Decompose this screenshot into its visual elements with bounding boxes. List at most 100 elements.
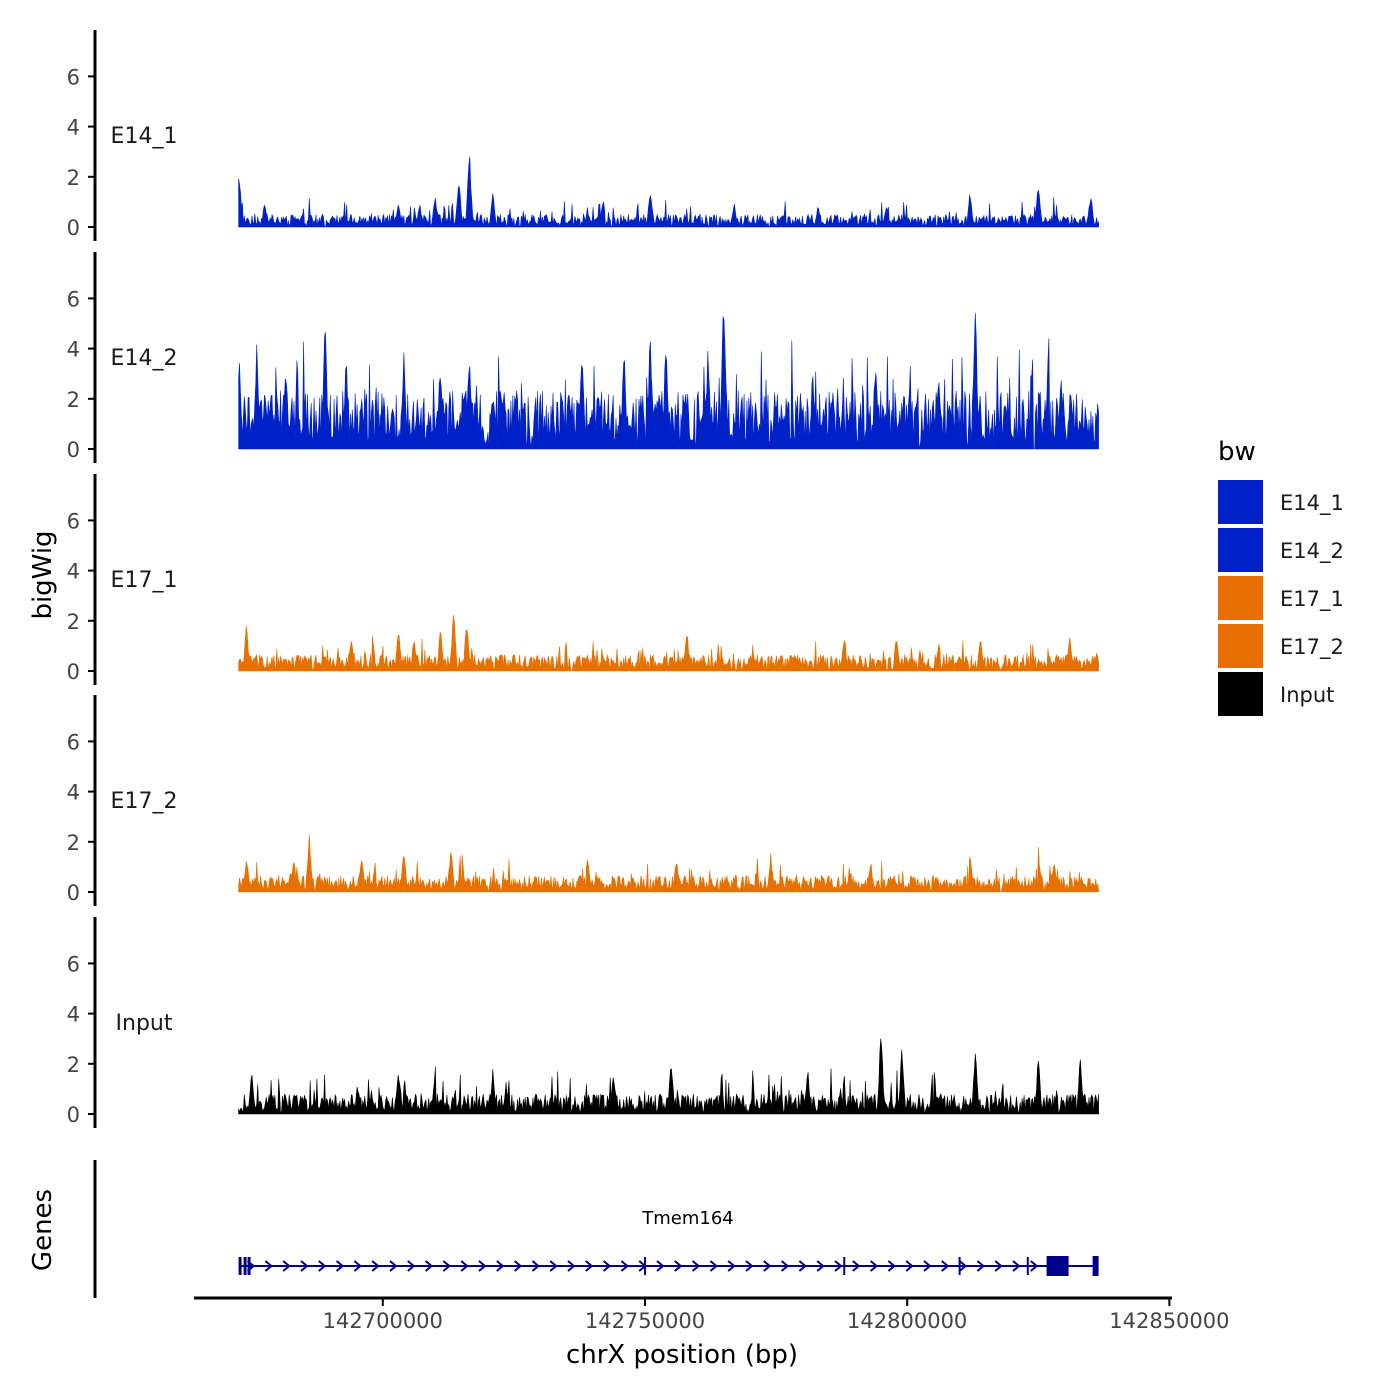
y-tick-label: 4 [67, 116, 80, 140]
legend-label: E17_1 [1280, 587, 1344, 612]
x-tick-label: 142750000 [585, 1309, 705, 1333]
strand-arrow [442, 1260, 451, 1272]
panel-label: E17_2 [111, 789, 178, 814]
strand-arrow [887, 1260, 896, 1272]
y-tick-label: 0 [67, 1103, 80, 1127]
genes-track-title: Genes [28, 1189, 58, 1271]
strand-arrow [264, 1260, 273, 1272]
legend: bw E14_1 E14_2 E17_1 E17_2 Input [1218, 437, 1344, 716]
gene-label: Tmem164 [641, 1208, 734, 1229]
strand-arrow [424, 1260, 434, 1272]
x-axis: 142700000 142750000 142800000 142850000 [194, 1296, 1230, 1333]
x-tick-label: 142800000 [847, 1309, 967, 1333]
panel-E14_1: 0 2 4 6 E14_1 [67, 30, 1099, 241]
strand-arrow [958, 1260, 968, 1272]
gene-exon [1092, 1256, 1099, 1276]
panel-Input: 0 2 4 6 Input [67, 917, 1099, 1128]
gene-exon [1026, 1257, 1029, 1275]
y-tick-label: 6 [67, 730, 80, 754]
legend-swatch-E17_2 [1218, 624, 1263, 668]
x-tick-label: 142850000 [1109, 1309, 1229, 1333]
legend-title: bw [1218, 437, 1256, 467]
legend-label: E17_2 [1280, 635, 1344, 660]
legend-swatch-Input [1218, 672, 1263, 716]
y-tick-label: 2 [67, 831, 80, 855]
y-tick-label: 6 [67, 287, 80, 311]
strand-arrow [745, 1260, 754, 1272]
strand-arrow [656, 1260, 665, 1272]
strand-arrow [513, 1260, 523, 1272]
gene-exon-utr [1046, 1256, 1069, 1276]
strand-arrow [300, 1260, 309, 1272]
panel-label: E17_1 [111, 568, 178, 593]
strand-arrow [1012, 1260, 1021, 1272]
legend-label: Input [1280, 683, 1334, 707]
y-tick-label: 0 [67, 216, 80, 240]
gene-exon [958, 1257, 961, 1275]
legend-swatch-E17_1 [1218, 576, 1263, 620]
coverage-area-E14_1 [238, 156, 1099, 229]
gene-exon [843, 1257, 846, 1275]
strand-arrow [834, 1260, 843, 1272]
strand-arrow [389, 1260, 398, 1272]
strand-arrow [460, 1260, 469, 1272]
strand-arrow [478, 1260, 487, 1272]
panel-E17_1: 0 2 4 6 E17_1 [67, 474, 1099, 685]
gene-exon [238, 1257, 242, 1275]
strand-arrow [602, 1260, 612, 1272]
strand-arrow [335, 1260, 345, 1272]
y-tick-label: 4 [67, 1003, 80, 1027]
x-tick-label: 142700000 [323, 1309, 443, 1333]
coverage-area-E17_2 [238, 834, 1099, 893]
y-tick-label: 4 [67, 560, 80, 584]
panel-E14_2: 0 2 4 6 E14_2 [67, 252, 1099, 463]
y-tick-label: 0 [67, 438, 80, 462]
strand-arrow [371, 1260, 380, 1272]
strand-arrow [852, 1260, 861, 1272]
strand-arrow [923, 1260, 932, 1272]
strand-arrow [620, 1260, 629, 1272]
strand-arrow [1030, 1260, 1039, 1272]
strand-arrow [567, 1260, 576, 1272]
legend-swatch-E14_2 [1218, 528, 1263, 572]
y-tick-label: 0 [67, 660, 80, 684]
strand-arrow [353, 1260, 362, 1272]
y-tick-label: 2 [67, 1053, 80, 1077]
legend-label: E14_2 [1280, 539, 1344, 564]
strand-arrow [407, 1260, 416, 1272]
strand-arrow [549, 1260, 558, 1272]
strand-arrow [585, 1260, 594, 1272]
y-tick-label: 6 [67, 509, 80, 533]
strand-arrow [674, 1260, 683, 1272]
track-panels: 0 2 4 6 E14_1 0 2 4 6 E14_2 0 2 4 6 E17_1 0 2 4 6 E17_2 0 2 4 6… [67, 30, 1099, 1128]
strand-arrow [318, 1260, 327, 1272]
strand-arrow [763, 1260, 772, 1272]
coverage-area-E17_1 [238, 615, 1099, 673]
y-tick-label: 2 [67, 610, 80, 634]
strand-arrow [709, 1260, 718, 1272]
coverage-area-E14_2 [238, 312, 1099, 450]
strand-arrow [496, 1260, 505, 1272]
y-tick-label: 6 [67, 952, 80, 976]
y-tick-label: 6 [67, 65, 80, 89]
strand-arrow [869, 1260, 879, 1272]
y-tick-label: 4 [67, 338, 80, 362]
x-axis-title: chrX position (bp) [566, 1340, 798, 1370]
strand-arrow [531, 1260, 540, 1272]
genes-track: Tmem164 [93, 1160, 1099, 1298]
y-tick-label: 0 [67, 881, 80, 905]
strand-arrow [941, 1260, 950, 1272]
strand-arrow [976, 1260, 985, 1272]
strand-arrow [727, 1260, 736, 1272]
legend-swatch-E14_1 [1218, 480, 1263, 524]
strand-arrow [905, 1260, 914, 1272]
strand-arrow [282, 1260, 291, 1272]
panel-E17_2: 0 2 4 6 E17_2 [67, 695, 1099, 906]
panel-label: Input [116, 1011, 173, 1036]
gene-exon [247, 1257, 251, 1275]
strand-arrow [816, 1260, 825, 1272]
y-tick-label: 2 [67, 388, 80, 412]
y-tick-label: 4 [67, 781, 80, 805]
y-axis-title: bigWig [28, 530, 58, 619]
